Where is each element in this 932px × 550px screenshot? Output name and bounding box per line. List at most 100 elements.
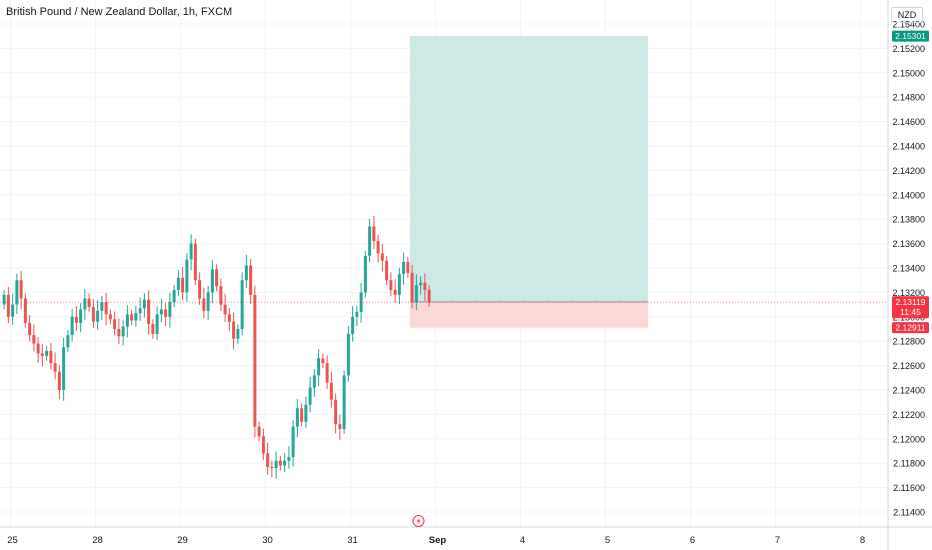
y-tick-label: 2.13600	[892, 239, 925, 249]
candle-body	[156, 314, 159, 334]
lightning-bolt-icon[interactable]	[413, 516, 424, 527]
candle-body	[355, 312, 358, 317]
currency-button[interactable]: NZD	[891, 7, 923, 23]
badge-price: 2.12911	[895, 323, 925, 333]
y-tick-label: 2.11600	[893, 483, 925, 493]
candle-body	[334, 400, 337, 424]
candle-body	[292, 427, 295, 458]
candle-body	[406, 262, 409, 273]
candle	[109, 309, 112, 324]
candle	[147, 290, 150, 334]
candle	[317, 349, 320, 386]
candle-body	[126, 314, 129, 326]
candle-body	[385, 261, 388, 281]
candle-body	[37, 344, 40, 354]
candle-body	[32, 335, 35, 344]
x-tick-label: 25	[7, 535, 18, 546]
candle-body	[160, 309, 163, 314]
candle-body	[232, 322, 235, 339]
chart-title: British Pound / New Zealand Dollar, 1h, …	[6, 6, 232, 18]
candle-body	[372, 227, 375, 242]
candle	[334, 393, 337, 433]
candle-body	[54, 363, 57, 372]
x-tick-label: 31	[347, 535, 358, 546]
y-tick-label: 2.14400	[892, 142, 925, 152]
candle-body	[190, 244, 193, 260]
candle	[24, 294, 27, 328]
candle	[122, 320, 125, 345]
candle	[11, 294, 14, 325]
candle-body	[224, 305, 227, 315]
candle-body	[309, 388, 312, 405]
event-markers[interactable]	[413, 516, 424, 527]
candle	[398, 268, 401, 304]
candle	[198, 272, 201, 304]
candle-body	[177, 278, 180, 290]
candle	[32, 324, 35, 351]
candle	[313, 369, 316, 397]
candle	[381, 244, 384, 271]
long-position-tool[interactable]	[410, 36, 648, 328]
candle	[134, 305, 137, 326]
candle	[300, 403, 303, 426]
candle-body	[92, 307, 95, 322]
y-tick-label: 2.12200	[892, 410, 925, 420]
candle	[75, 306, 78, 331]
candle	[211, 260, 214, 303]
candle-body	[394, 290, 397, 295]
candle-body	[275, 461, 278, 468]
candle-body	[147, 300, 150, 324]
candle	[402, 253, 405, 285]
candle	[338, 415, 341, 440]
candle-body	[326, 363, 329, 383]
candle	[232, 312, 235, 349]
candle-body	[79, 309, 82, 322]
candle-body	[139, 308, 142, 313]
candle-body	[71, 317, 74, 335]
candle-body	[49, 351, 52, 363]
candle	[126, 305, 129, 337]
candle-body	[83, 299, 86, 310]
candle-body	[20, 280, 23, 298]
candle-body	[279, 461, 282, 466]
candle-body	[321, 358, 324, 363]
candle	[130, 309, 133, 325]
candle	[156, 307, 159, 341]
candle	[283, 453, 286, 472]
candle-body	[368, 227, 371, 256]
candle	[190, 234, 193, 270]
candle-body	[58, 372, 61, 390]
candle-body	[122, 327, 125, 337]
y-tick-label: 2.14600	[892, 117, 925, 127]
candle	[266, 443, 269, 475]
candle	[79, 303, 82, 332]
y-tick-label: 2.11400	[893, 508, 925, 518]
candle-body	[415, 285, 418, 302]
candle	[71, 309, 74, 341]
candle	[105, 293, 108, 325]
candle	[253, 286, 256, 438]
candle	[41, 344, 44, 366]
candle-body	[168, 302, 171, 317]
candle-body	[347, 334, 350, 375]
candle-body	[194, 244, 197, 281]
candle-body	[211, 269, 214, 292]
candle-body	[313, 375, 316, 387]
candle-body	[11, 305, 14, 317]
candle	[347, 326, 350, 382]
candle-body	[96, 311, 99, 322]
candle-body	[381, 253, 384, 260]
badge-price: 2.13119	[895, 297, 925, 307]
candle-body	[270, 467, 273, 468]
candle-body	[109, 314, 112, 319]
candle-body	[351, 317, 354, 334]
candle-body	[258, 427, 261, 437]
candle-body	[164, 309, 167, 316]
badge-countdown: 11:45	[900, 307, 921, 317]
candle-body	[304, 405, 307, 422]
candle-body	[105, 302, 108, 314]
candle-body	[215, 269, 218, 286]
candle-body	[423, 283, 426, 290]
